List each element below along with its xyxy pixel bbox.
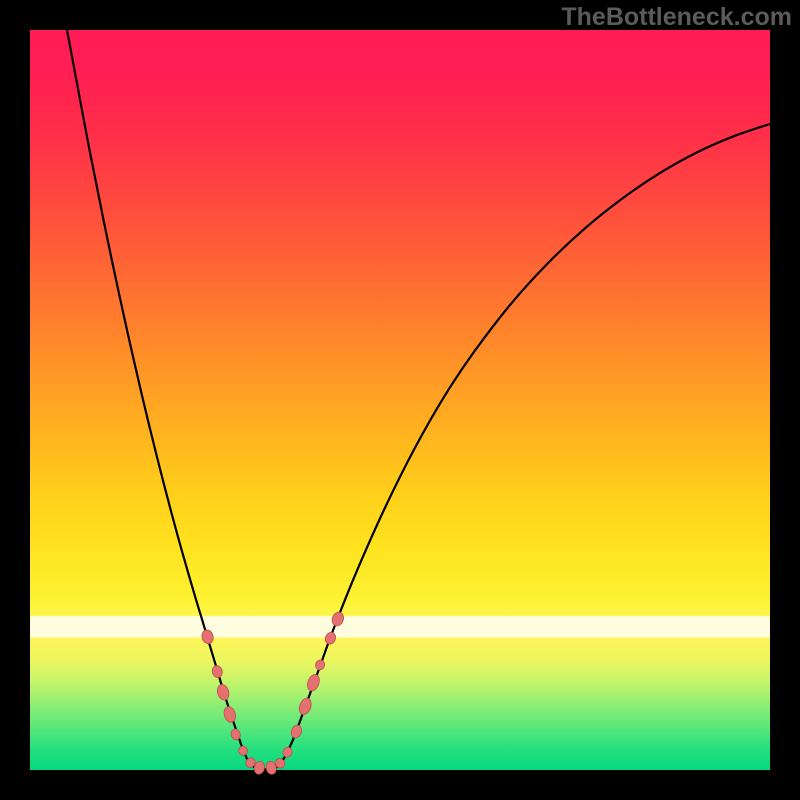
watermark-text: TheBottleneck.com [561,3,792,32]
chart-canvas: TheBottleneck.com [0,0,800,800]
plot-background [30,30,770,770]
